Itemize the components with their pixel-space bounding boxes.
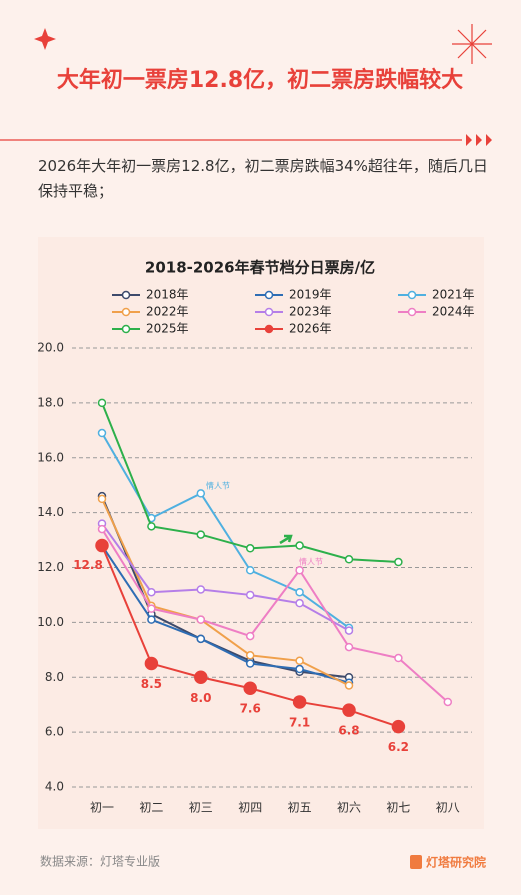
- legend-marker: [264, 324, 274, 334]
- series-line: [101, 498, 350, 687]
- point: [245, 651, 255, 660]
- point: [194, 670, 208, 684]
- point: [147, 604, 156, 613]
- point: [97, 494, 107, 504]
- series-line: [101, 528, 449, 703]
- y-tick-label: 14.0: [37, 505, 64, 519]
- y-tick-label: 18.0: [37, 395, 64, 409]
- point: [391, 719, 406, 734]
- firework: [452, 24, 492, 64]
- point: [97, 428, 107, 438]
- point: [295, 656, 304, 666]
- point: [196, 489, 206, 498]
- arrows: [466, 134, 492, 146]
- data-label: 12.8: [73, 558, 103, 572]
- point: [245, 544, 255, 553]
- point: [196, 585, 206, 594]
- point: [245, 659, 255, 668]
- legend-marker: [407, 290, 417, 300]
- point: [295, 541, 304, 550]
- point: [97, 524, 107, 534]
- page-title: 大年初一票房12.8亿，初二票房跌幅较大: [57, 67, 463, 93]
- point: [196, 634, 206, 644]
- point: [344, 642, 354, 652]
- x-tick-label: 初八: [436, 801, 460, 815]
- x-tick-label: 初四: [238, 801, 262, 815]
- legend-marker: [407, 307, 417, 317]
- sparkle: [34, 28, 56, 50]
- point: [344, 555, 354, 564]
- point: [147, 522, 156, 531]
- legend-marker: [121, 290, 131, 300]
- point: [147, 587, 156, 597]
- point: [95, 538, 109, 553]
- y-tick-label: 10.0: [37, 615, 64, 629]
- legend-label: 2022年: [146, 305, 189, 319]
- source: 数据来源：灯塔专业版: [40, 854, 160, 869]
- point: [245, 631, 255, 641]
- subtitle: 2026年大年初一票房12.8亿，初二票房跌幅34%超往年，随后几日保持平稳；: [38, 157, 488, 200]
- point: [295, 565, 304, 575]
- legend-marker: [121, 307, 131, 317]
- legend-label: 2021年: [432, 288, 475, 302]
- legend-label: 2019年: [289, 288, 332, 302]
- y-tick-label: 20.0: [37, 341, 64, 355]
- point: [147, 615, 156, 624]
- point: [196, 530, 206, 539]
- legend-label: 2018年: [146, 288, 189, 302]
- logo-icon: [410, 855, 422, 869]
- trend-icon: [279, 534, 293, 545]
- y-tick-label: 16.0: [37, 450, 64, 464]
- annotation: 情人节: [299, 557, 323, 567]
- y-tick-label: 8.0: [45, 670, 64, 684]
- x-tick-label: 初二: [139, 801, 163, 815]
- chart-panel: [38, 237, 484, 829]
- data-label: 6.2: [388, 740, 409, 754]
- y-tick-label: 4.0: [45, 780, 64, 794]
- series-line: [101, 523, 350, 632]
- point: [97, 398, 107, 408]
- point: [443, 697, 453, 707]
- point: [245, 565, 255, 575]
- point: [292, 695, 307, 709]
- legend-label: 2024年: [432, 305, 475, 319]
- point: [243, 681, 257, 695]
- point: [295, 598, 304, 608]
- data-label: 8.0: [190, 691, 211, 705]
- point: [144, 656, 159, 671]
- chart-title: 2018-2026年春节档分日票房/亿: [145, 259, 375, 277]
- x-tick-label: 初六: [337, 801, 361, 815]
- legend-marker: [121, 324, 131, 334]
- point: [394, 653, 403, 663]
- x-tick-label: 初一: [90, 801, 114, 815]
- point: [295, 587, 304, 597]
- legend-label: 2026年: [289, 322, 332, 336]
- legend-label: 2025年: [146, 322, 189, 336]
- point: [344, 626, 354, 635]
- y-tick-label: 6.0: [45, 725, 64, 739]
- legend-marker: [264, 290, 274, 300]
- point: [394, 557, 403, 567]
- point: [342, 703, 356, 717]
- point: [196, 615, 206, 624]
- data-label: 7.1: [289, 715, 310, 729]
- data-label: 6.8: [338, 724, 359, 738]
- x-tick-label: 初七: [386, 801, 410, 815]
- y-tick-label: 12.0: [37, 560, 64, 574]
- series-line: [101, 544, 350, 684]
- data-label: 8.5: [141, 677, 162, 691]
- x-tick-label: 初三: [189, 801, 213, 815]
- point: [245, 590, 255, 600]
- legend-marker: [264, 307, 274, 317]
- x-tick-label: 初五: [288, 801, 312, 815]
- point: [295, 664, 304, 674]
- annotation: 情人节: [206, 481, 230, 491]
- data-label: 7.6: [240, 702, 261, 716]
- point: [344, 681, 354, 690]
- legend-label: 2023年: [289, 305, 332, 319]
- logo: 灯塔研究院: [426, 855, 486, 870]
